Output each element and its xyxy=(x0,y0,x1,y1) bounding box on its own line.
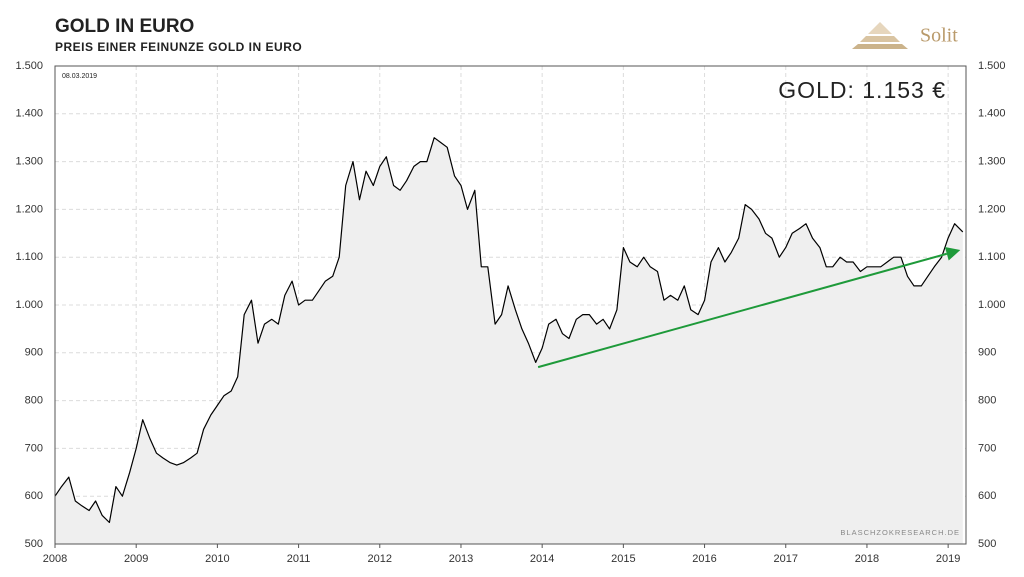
x-tick-label: 2016 xyxy=(692,553,716,565)
y-tick-label: 1.500 xyxy=(15,60,43,72)
y2-tick-label: 1.500 xyxy=(978,60,1006,72)
y2-tick-label: 1.300 xyxy=(978,156,1006,168)
y-tick-label: 700 xyxy=(25,442,43,454)
logo-icon xyxy=(852,22,908,49)
y-tick-label: 1.300 xyxy=(15,156,43,168)
y2-tick-label: 900 xyxy=(978,347,996,359)
date-label: 08.03.2019 xyxy=(62,73,97,80)
chart-subtitle: PREIS EINER FEINUNZE GOLD IN EURO xyxy=(55,40,302,54)
x-tick-label: 2014 xyxy=(530,553,554,565)
y-tick-label: 800 xyxy=(25,395,43,407)
chart-title: GOLD IN EURO xyxy=(55,16,194,37)
trend-arrow-head xyxy=(944,247,961,261)
y-tick-label: 600 xyxy=(25,490,43,502)
y2-tick-label: 600 xyxy=(978,490,996,502)
x-tick-label: 2009 xyxy=(124,553,148,565)
y2-tick-label: 700 xyxy=(978,442,996,454)
y-tick-label: 1.000 xyxy=(15,299,43,311)
x-tick-label: 2012 xyxy=(368,553,392,565)
y-tick-label: 500 xyxy=(25,538,43,550)
y-tick-label: 1.400 xyxy=(15,108,43,120)
y2-tick-label: 800 xyxy=(978,395,996,407)
y-tick-label: 1.200 xyxy=(15,203,43,215)
x-tick-label: 2008 xyxy=(43,553,67,565)
y2-tick-label: 1.000 xyxy=(978,299,1006,311)
x-tick-label: 2017 xyxy=(774,553,798,565)
y2-tick-label: 1.400 xyxy=(978,108,1006,120)
trend-arrow xyxy=(537,252,948,369)
x-tick-label: 2018 xyxy=(855,553,879,565)
x-tick-label: 2011 xyxy=(287,553,311,565)
x-tick-label: 2013 xyxy=(449,553,473,565)
area-fill xyxy=(55,137,963,544)
x-tick-label: 2010 xyxy=(205,553,229,565)
price-annotation: GOLD: 1.153 € xyxy=(778,77,946,103)
logo-text: Solit xyxy=(920,25,958,47)
x-tick-label: 2015 xyxy=(611,553,635,565)
y2-tick-label: 1.200 xyxy=(978,203,1006,215)
y2-tick-label: 500 xyxy=(978,538,996,550)
y-tick-label: 1.100 xyxy=(15,251,43,263)
x-tick-label: 2019 xyxy=(936,553,960,565)
plot-frame xyxy=(54,65,967,545)
y2-tick-label: 1.100 xyxy=(978,251,1006,263)
price-line xyxy=(54,137,964,524)
y-tick-label: 900 xyxy=(25,347,43,359)
source-label: BLASCHZOKRESEARCH.DE xyxy=(840,528,960,537)
